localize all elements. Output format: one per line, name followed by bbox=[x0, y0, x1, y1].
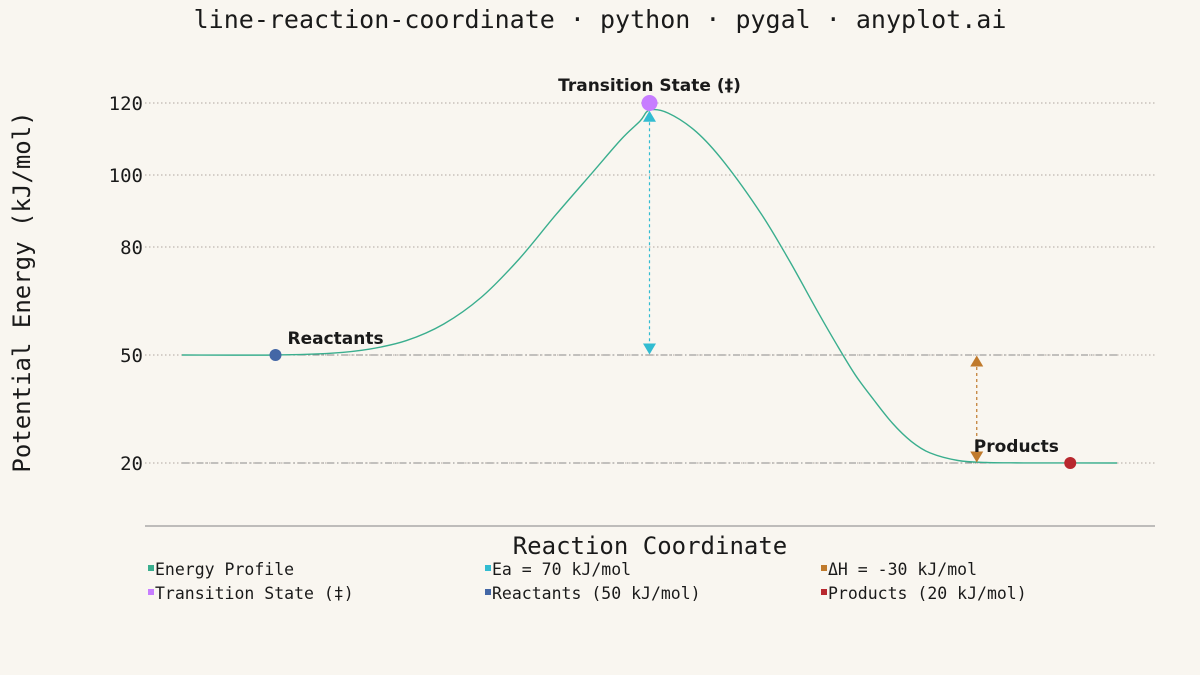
legend-swatch bbox=[821, 589, 827, 595]
legend-label: Transition State (‡) bbox=[155, 584, 354, 603]
legend-swatch bbox=[821, 565, 827, 571]
annotations: Transition State (‡) Reactants Products bbox=[288, 76, 1059, 457]
y-tick-label: 50 bbox=[120, 345, 143, 367]
legend-item: Transition State (‡) bbox=[148, 584, 354, 603]
legend-label: Ea = 70 kJ/mol bbox=[492, 560, 631, 579]
y-tick-label: 100 bbox=[109, 165, 143, 187]
legend-item: Products (20 kJ/mol) bbox=[821, 584, 1027, 603]
legend-item: Ea = 70 kJ/mol bbox=[485, 560, 631, 579]
activation-energy-arrow-head-down bbox=[643, 343, 656, 355]
y-tick-label: 120 bbox=[109, 93, 143, 115]
products-point bbox=[1064, 457, 1077, 469]
grid-lines bbox=[145, 102, 1155, 464]
activation-energy-arrow-head-up bbox=[643, 110, 656, 122]
transition-state-label: Transition State (‡) bbox=[558, 76, 741, 96]
legend-label: ΔH = -30 kJ/mol bbox=[828, 560, 977, 579]
enthalpy-change-arrow-head-up bbox=[970, 355, 984, 367]
x-axis-title: Reaction Coordinate bbox=[513, 532, 788, 560]
legend-swatch bbox=[148, 565, 154, 571]
legend-item: Reactants (50 kJ/mol) bbox=[485, 584, 701, 603]
energy-profile-line bbox=[181, 108, 1118, 464]
series-layer bbox=[181, 95, 1118, 469]
transition-state-point bbox=[641, 95, 658, 111]
legend-swatch bbox=[485, 589, 491, 595]
legend-label: Energy Profile bbox=[155, 560, 294, 579]
y-tick-label: 20 bbox=[120, 453, 143, 475]
legend-label: Products (20 kJ/mol) bbox=[828, 584, 1027, 603]
y-tick-label: 80 bbox=[120, 237, 143, 259]
reactants-label: Reactants bbox=[288, 329, 384, 349]
legend: Energy Profile Ea = 70 kJ/mol ΔH = -30 kJ/… bbox=[148, 560, 1027, 603]
legend-swatch bbox=[148, 589, 154, 595]
chart-title: line-reaction-coordinate · python · pyga… bbox=[194, 5, 1007, 34]
legend-swatch bbox=[485, 565, 491, 571]
products-label: Products bbox=[974, 437, 1059, 457]
y-axis-title: Potential Energy (kJ/mol) bbox=[8, 111, 36, 472]
legend-label: Reactants (50 kJ/mol) bbox=[492, 584, 701, 603]
reference-lines bbox=[182, 354, 1117, 464]
legend-item: Energy Profile bbox=[148, 560, 294, 579]
reactants-point bbox=[269, 349, 282, 361]
legend-item: ΔH = -30 kJ/mol bbox=[821, 560, 977, 579]
enthalpy-change-arrow-head-down bbox=[970, 451, 984, 463]
y-axis-ticks: 20 50 80 100 120 bbox=[109, 93, 143, 475]
